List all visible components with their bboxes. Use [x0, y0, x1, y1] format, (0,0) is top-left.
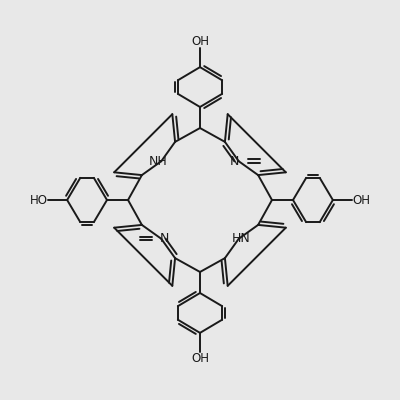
Text: HO: HO: [30, 194, 48, 206]
Text: HN: HN: [232, 232, 251, 245]
Text: OH: OH: [191, 35, 209, 48]
Text: N: N: [159, 232, 169, 245]
Text: OH: OH: [352, 194, 370, 206]
Text: N: N: [230, 155, 239, 168]
Text: OH: OH: [191, 352, 209, 365]
Text: NH: NH: [149, 155, 168, 168]
